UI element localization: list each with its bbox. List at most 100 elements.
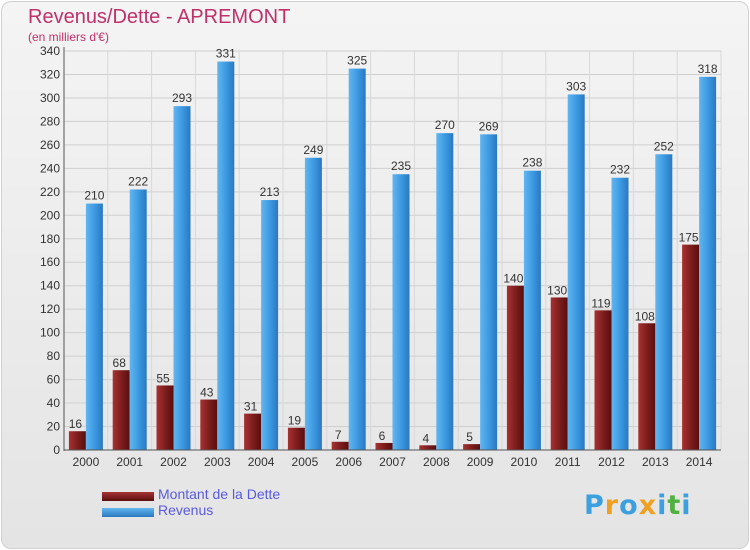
data-label-dette: 31 [244, 400, 258, 414]
bar-revenus [304, 157, 322, 450]
y-tick-label: 0 [53, 443, 60, 457]
bar-dette [244, 413, 262, 450]
bar-dette [463, 444, 481, 450]
data-label-dette: 4 [422, 431, 429, 445]
bar-revenus [85, 203, 103, 450]
data-label-revenus: 318 [698, 62, 718, 76]
data-label-revenus: 293 [172, 91, 192, 105]
logo-letter: P [584, 490, 605, 521]
data-label-dette: 119 [591, 296, 610, 310]
data-label-dette: 175 [679, 231, 699, 245]
legend-swatch-debt [102, 492, 154, 501]
y-tick-label: 300 [40, 91, 60, 105]
logo-letter: x [638, 490, 658, 521]
data-label-revenus: 249 [303, 143, 323, 157]
y-tick-label: 200 [40, 208, 60, 222]
data-label-dette: 68 [113, 356, 127, 370]
data-label-dette: 55 [156, 371, 170, 385]
bar-revenus [348, 68, 366, 451]
logo-letter: r [604, 490, 620, 521]
chart-title: Revenus/Dette - APREMONT [28, 6, 291, 28]
data-label-revenus: 269 [479, 119, 499, 133]
bar-revenus [699, 76, 717, 450]
x-tick-label: 2007 [379, 455, 406, 469]
y-tick-label: 120 [40, 302, 60, 316]
data-label-revenus: 252 [654, 139, 674, 153]
data-label-revenus: 222 [128, 174, 148, 188]
y-tick-label: 280 [40, 114, 60, 128]
y-tick-label: 180 [40, 232, 60, 246]
bar-revenus [567, 94, 585, 450]
data-label-revenus: 232 [610, 163, 630, 177]
data-label-revenus: 235 [391, 159, 411, 173]
x-tick-label: 2009 [467, 455, 494, 469]
bar-revenus [480, 134, 498, 450]
y-tick-label: 260 [40, 138, 60, 152]
x-tick-label: 2005 [292, 455, 319, 469]
bar-dette [68, 431, 86, 450]
bar-revenus [217, 61, 235, 450]
y-tick-label: 240 [40, 161, 60, 175]
logo-letter: t [667, 490, 682, 521]
bar-dette [156, 385, 174, 450]
x-tick-label: 2013 [642, 455, 669, 469]
data-label-dette: 108 [635, 309, 655, 323]
x-tick-label: 2010 [511, 455, 538, 469]
y-tick-label: 100 [40, 326, 60, 340]
data-label-revenus: 238 [522, 156, 542, 170]
x-tick-label: 2011 [555, 455, 581, 469]
x-tick-label: 2003 [204, 455, 231, 469]
bar-dette [638, 323, 656, 450]
data-label-revenus: 303 [566, 79, 586, 93]
bar-revenus [611, 177, 629, 450]
bar-dette [506, 285, 524, 450]
x-tick-label: 2004 [248, 455, 275, 469]
logo-letter: i [681, 490, 692, 521]
bar-dette [594, 310, 612, 450]
bar-revenus [523, 170, 541, 450]
data-label-dette: 6 [379, 429, 386, 443]
bar-revenus [173, 106, 191, 450]
bar-dette [419, 445, 437, 450]
logo-letter: i [657, 490, 668, 521]
data-label-dette: 130 [547, 283, 567, 297]
y-tick-label: 340 [40, 44, 60, 58]
logo-letter: o [619, 490, 639, 521]
data-label-revenus: 213 [260, 185, 280, 199]
y-tick-label: 140 [40, 279, 60, 293]
data-label-dette: 7 [335, 428, 342, 442]
y-tick-label: 40 [47, 396, 61, 410]
x-tick-label: 2014 [686, 455, 713, 469]
proxiti-logo: Proxiti [584, 490, 692, 521]
x-tick-label: 2002 [160, 455, 187, 469]
bar-revenus [655, 154, 673, 451]
data-label-dette: 43 [200, 386, 214, 400]
data-label-revenus: 325 [347, 54, 367, 68]
data-label-revenus: 270 [435, 118, 455, 132]
bar-dette [331, 441, 349, 450]
y-tick-label: 160 [40, 255, 60, 269]
legend-label-revenus: Revenus [158, 502, 214, 518]
y-tick-label: 220 [40, 185, 60, 199]
x-tick-label: 2008 [423, 455, 450, 469]
data-label-revenus: 210 [84, 189, 104, 203]
bar-dette [287, 427, 305, 450]
bar-dette [682, 244, 700, 450]
y-tick-label: 20 [47, 420, 61, 434]
legend-label-debt: Montant de la Dette [158, 486, 281, 502]
x-tick-label: 2000 [73, 455, 100, 469]
y-tick-label: 60 [47, 373, 61, 387]
data-label-dette: 19 [288, 414, 302, 428]
x-tick-label: 2001 [116, 455, 143, 469]
bar-revenus [129, 189, 147, 450]
bar-revenus [436, 133, 454, 450]
data-label-dette: 5 [466, 430, 473, 444]
x-tick-label: 2006 [335, 455, 362, 469]
legend-swatch-revenus [102, 508, 154, 517]
y-tick-label: 320 [40, 67, 60, 81]
bar-revenus [261, 200, 279, 450]
bar-dette [375, 442, 393, 450]
y-tick-label: 80 [47, 349, 61, 363]
